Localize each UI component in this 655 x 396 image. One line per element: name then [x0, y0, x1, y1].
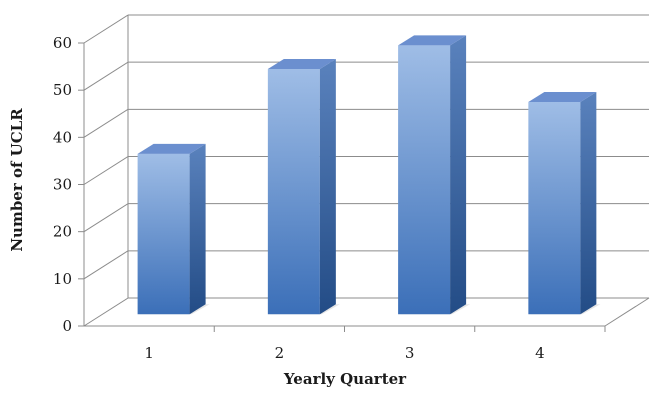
y-axis-title: Number of UCLR — [8, 108, 26, 252]
bar-side — [319, 58, 336, 315]
y-tick-label: 10 — [53, 270, 72, 288]
x-tick-label: 1 — [144, 344, 154, 362]
y-tick-label: 40 — [53, 128, 72, 146]
bar-top — [137, 143, 206, 154]
x-axis-title: Yearly Quarter — [283, 370, 407, 388]
bar-q1 — [137, 143, 210, 315]
bar-q3 — [398, 35, 471, 315]
wall-gridline — [83, 203, 129, 233]
y-tick-label: 0 — [62, 317, 72, 335]
y-tick-label: 50 — [53, 81, 72, 99]
bar-top — [528, 91, 597, 102]
bars — [137, 35, 601, 315]
y-tick-labels: 0 10 20 30 40 50 60 — [53, 34, 84, 335]
bar-front — [267, 68, 320, 315]
y-tick-label: 20 — [53, 223, 72, 241]
wall-gridline — [83, 108, 129, 138]
bar-top — [267, 58, 336, 69]
bar-side — [189, 143, 206, 315]
wall-gridline — [83, 250, 129, 280]
bar-side — [580, 91, 597, 315]
bar-front — [528, 101, 581, 315]
wall-gridline — [83, 297, 129, 327]
y-tick-label: 30 — [53, 176, 72, 194]
x-tick-label: 4 — [535, 344, 545, 362]
x-tick-label: 3 — [405, 344, 415, 362]
bar-top — [398, 35, 467, 46]
bar-q2 — [267, 58, 340, 315]
wall-gridline — [83, 14, 129, 44]
y-tick-label: 60 — [53, 34, 72, 52]
bar-front — [398, 45, 451, 315]
bar-side — [450, 35, 467, 315]
wall-gridline — [83, 61, 129, 91]
wall-gridline — [83, 156, 129, 185]
x-tick-label: 2 — [275, 344, 285, 362]
x-tick-labels: 1 2 3 4 — [144, 326, 606, 362]
bar-front — [137, 153, 190, 315]
bar-q4 — [528, 91, 601, 315]
floor-edge — [604, 297, 650, 327]
